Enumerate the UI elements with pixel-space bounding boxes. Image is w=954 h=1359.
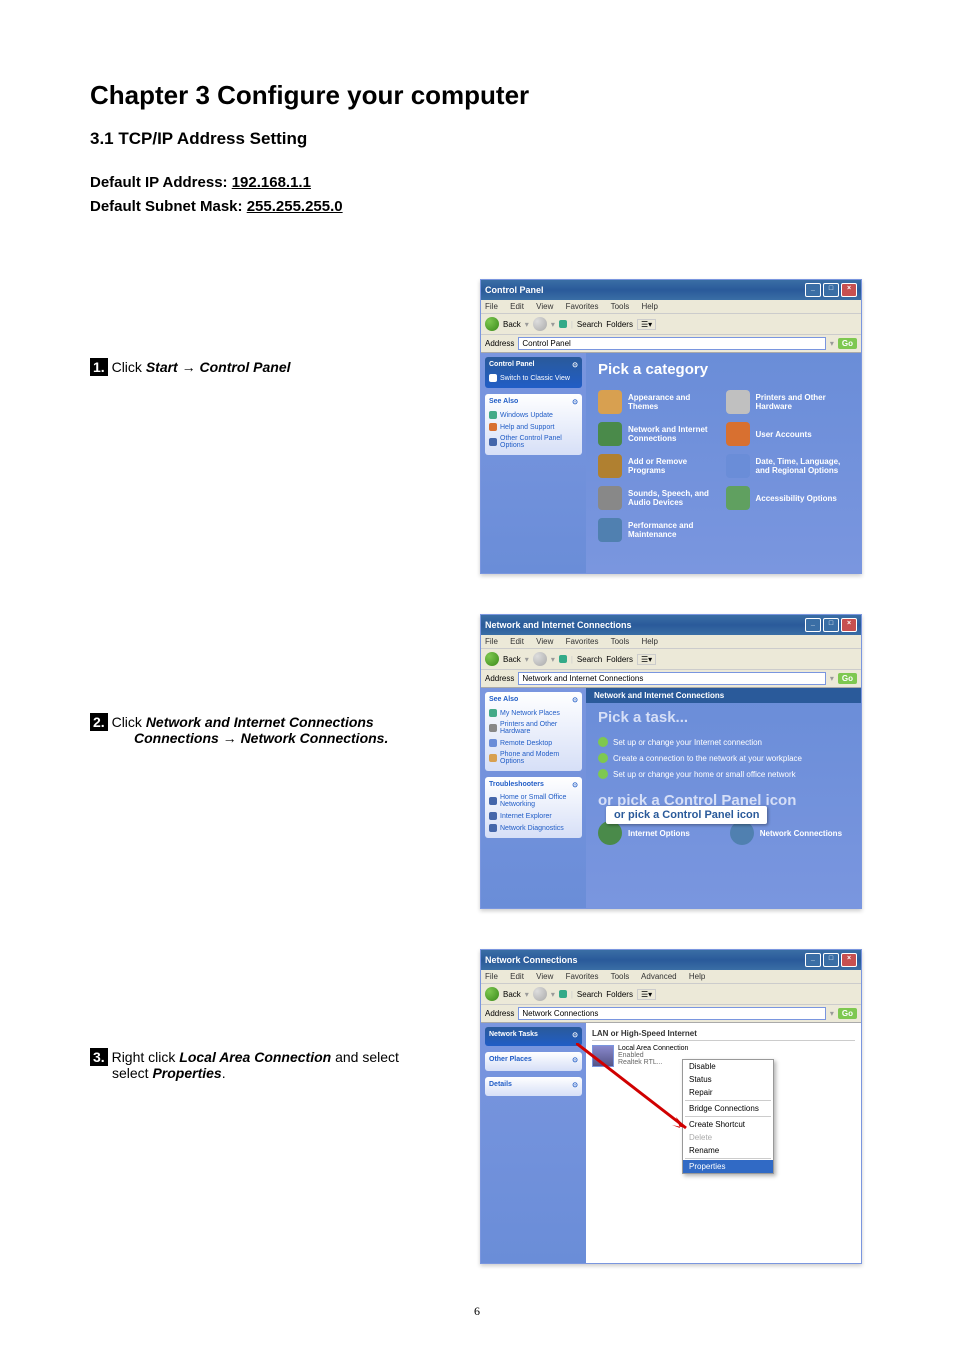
defaults-block: Default IP Address: 192.168.1.1 Default … bbox=[90, 171, 864, 219]
menu-disable[interactable]: Disable bbox=[683, 1060, 773, 1073]
step-2-row: 2. Click Network and Internet Connection… bbox=[90, 614, 864, 909]
sidebar-help-support[interactable]: Help and Support bbox=[489, 421, 578, 433]
forward-icon[interactable] bbox=[533, 317, 547, 331]
icon-network-connections[interactable]: Network Connections bbox=[730, 821, 842, 845]
addressbar: Address Control Panel ▾ Go bbox=[481, 335, 861, 353]
menu-bridge[interactable]: Bridge Connections bbox=[683, 1102, 773, 1115]
task-create-workplace[interactable]: Create a connection to the network at yo… bbox=[598, 750, 849, 766]
category-item[interactable]: Printers and Other Hardware bbox=[726, 390, 850, 414]
close-button[interactable]: × bbox=[841, 283, 857, 297]
menu-view[interactable]: View bbox=[536, 302, 553, 311]
connections-list: LAN or High-Speed Internet Local Area Co… bbox=[586, 1023, 861, 1263]
minimize-button[interactable]: _ bbox=[805, 618, 821, 632]
default-ip-value: 192.168.1.1 bbox=[232, 174, 311, 191]
back-icon[interactable] bbox=[485, 652, 499, 666]
titlebar: Control Panel _ □ × bbox=[481, 280, 861, 300]
toolbar: Back ▾ ▾ | Search Folders ☰▾ bbox=[481, 314, 861, 335]
up-icon[interactable] bbox=[559, 320, 567, 328]
task-setup-internet[interactable]: Set up or change your Internet connectio… bbox=[598, 734, 849, 750]
menu-help[interactable]: Help bbox=[642, 302, 658, 311]
minimize-button[interactable]: _ bbox=[805, 953, 821, 967]
category-item[interactable]: User Accounts bbox=[726, 422, 850, 446]
default-mask-label: Default Subnet Mask: bbox=[90, 198, 247, 215]
step-2-num: 2. bbox=[90, 713, 108, 731]
screenshot-control-panel: Control Panel _ □ × File Edit View Favor… bbox=[480, 279, 862, 574]
default-ip-label: Default IP Address: bbox=[90, 174, 232, 191]
context-menu: Disable Status Repair Bridge Connections… bbox=[682, 1059, 774, 1174]
menu-tools[interactable]: Tools bbox=[611, 302, 630, 311]
menubar: File Edit View Favorites Tools Help bbox=[481, 300, 861, 314]
sidebar-other-cp[interactable]: Other Control Panel Options bbox=[489, 433, 578, 451]
search-button[interactable]: Search bbox=[577, 320, 602, 329]
cp-sidebar: Control Panel⊙ Switch to Classic View Se… bbox=[481, 353, 586, 573]
screenshot-network-internet: Network and Internet Connections _ □ × F… bbox=[480, 614, 862, 909]
connection-icon bbox=[592, 1045, 614, 1067]
menu-edit[interactable]: Edit bbox=[510, 302, 524, 311]
maximize-button[interactable]: □ bbox=[823, 953, 839, 967]
step-1-row: 1. Click Start → Control Panel Control P… bbox=[90, 279, 864, 574]
minimize-button[interactable]: _ bbox=[805, 283, 821, 297]
category-item[interactable]: Network and Internet Connections bbox=[598, 422, 722, 446]
close-button[interactable]: × bbox=[841, 618, 857, 632]
step-3-text: 3. Right click Local Area Connection and… bbox=[90, 949, 480, 1081]
sidebar-windows-update[interactable]: Windows Update bbox=[489, 409, 578, 421]
menu-properties[interactable]: Properties bbox=[683, 1160, 773, 1173]
task-setup-home[interactable]: Set up or change your home or small offi… bbox=[598, 766, 849, 782]
maximize-button[interactable]: □ bbox=[823, 618, 839, 632]
chapter-title: Chapter 3 Configure your computer bbox=[90, 80, 864, 111]
step-3-num: 3. bbox=[90, 1048, 108, 1066]
step-1-num: 1. bbox=[90, 358, 108, 376]
close-button[interactable]: × bbox=[841, 953, 857, 967]
category-item[interactable]: Sounds, Speech, and Audio Devices bbox=[598, 486, 722, 510]
menu-repair[interactable]: Repair bbox=[683, 1086, 773, 1099]
menu-file[interactable]: File bbox=[485, 302, 498, 311]
maximize-button[interactable]: □ bbox=[823, 283, 839, 297]
category-item[interactable]: Performance and Maintenance bbox=[598, 518, 722, 542]
menu-favorites[interactable]: Favorites bbox=[566, 302, 599, 311]
step-2-text: 2. Click Network and Internet Connection… bbox=[90, 614, 480, 746]
address-input[interactable]: Control Panel bbox=[518, 337, 826, 350]
category-item[interactable]: Add or Remove Programs bbox=[598, 454, 722, 478]
menu-status[interactable]: Status bbox=[683, 1073, 773, 1086]
menu-shortcut[interactable]: Create Shortcut bbox=[683, 1118, 773, 1131]
back-button[interactable]: Back bbox=[503, 320, 521, 329]
default-mask-value: 255.255.255.0 bbox=[247, 198, 343, 215]
category-item[interactable]: Appearance and Themes bbox=[598, 390, 722, 414]
step-1-text: 1. Click Start → Control Panel bbox=[90, 279, 480, 375]
page-number: 6 bbox=[90, 1304, 864, 1319]
section-title: 3.1 TCP/IP Address Setting bbox=[90, 129, 864, 149]
cp-main: Pick a category Appearance and ThemesPri… bbox=[586, 353, 861, 573]
icon-internet-options[interactable]: Internet Options bbox=[598, 821, 690, 845]
folders-button[interactable]: Folders bbox=[606, 320, 633, 329]
category-item[interactable]: Date, Time, Language, and Regional Optio… bbox=[726, 454, 850, 478]
screenshot-network-connections: Network Connections _ □ × File Edit View… bbox=[480, 949, 862, 1264]
step-3-row: 3. Right click Local Area Connection and… bbox=[90, 949, 864, 1264]
switch-classic-view[interactable]: Switch to Classic View bbox=[489, 372, 578, 384]
back-icon[interactable] bbox=[485, 317, 499, 331]
menu-delete: Delete bbox=[683, 1131, 773, 1144]
menu-rename[interactable]: Rename bbox=[683, 1144, 773, 1157]
go-button[interactable]: Go bbox=[838, 338, 857, 349]
callout-pick-icon: or pick a Control Panel icon bbox=[606, 806, 767, 824]
category-item[interactable]: Accessibility Options bbox=[726, 486, 850, 510]
